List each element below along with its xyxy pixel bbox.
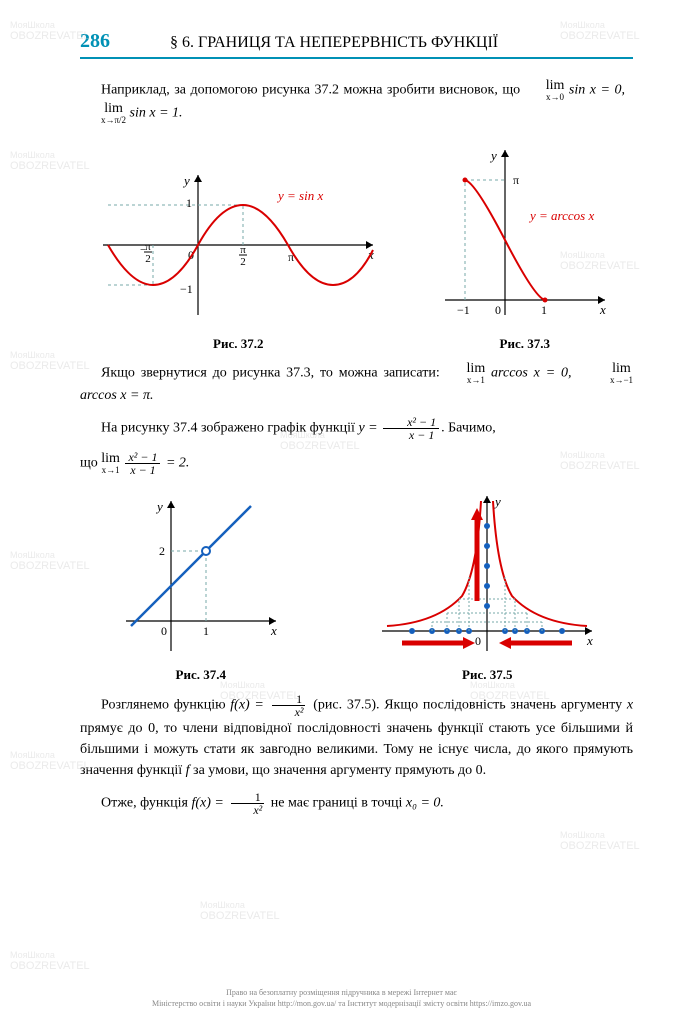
svg-text:y: y [155, 499, 163, 514]
fig-caption: Рис. 37.5 [462, 667, 512, 683]
sin-chart: x y 0 1 −1 − π 2 π [98, 160, 378, 330]
figures-row-2: x y 0 1 2 Рис. 37.4 [80, 491, 633, 683]
limit-expr: lim x→1 [101, 452, 120, 475]
svg-text:y: y [182, 173, 190, 188]
page-footer: Право на безоплатну розміщення підручник… [0, 988, 683, 1009]
svg-text:−1: −1 [180, 282, 193, 296]
limit-expr: lim x→0 [525, 79, 565, 102]
limit-expr: lim x→−1 [589, 362, 633, 385]
page-number: 286 [80, 30, 110, 53]
paragraph-5: Розглянемо функцію f(x) = 1 x² (рис. 37.… [80, 693, 633, 781]
svg-text:−1: −1 [457, 303, 470, 317]
svg-text:1: 1 [541, 303, 547, 317]
limit-expr: lim x→π/2 [80, 102, 126, 125]
fig-caption: Рис. 37.3 [500, 336, 550, 352]
svg-text:1: 1 [203, 624, 209, 638]
figure-37-4: x y 0 1 2 Рис. 37.4 [116, 491, 286, 683]
limit-expr: lim x→1 [446, 362, 486, 385]
paragraph-4: що lim x→1 x² − 1 x − 1 = 2. [80, 451, 633, 476]
fraction: x² − 1 x − 1 [125, 451, 160, 476]
svg-text:2: 2 [146, 253, 152, 265]
line-chart: x y 0 1 2 [116, 491, 286, 661]
svg-text:0: 0 [475, 634, 481, 648]
svg-text:2: 2 [241, 256, 247, 268]
fraction: 1 x² [271, 693, 307, 718]
svg-text:x: x [270, 623, 277, 638]
figure-37-5: x y 0 [377, 491, 597, 683]
svg-text:2: 2 [159, 544, 165, 558]
svg-text:x: x [599, 302, 606, 317]
figures-row-1: x y 0 1 −1 − π 2 π [80, 140, 633, 352]
page-header: 286 § 6. ГРАНИЦЯ ТА НЕПЕРЕРВНІСТЬ ФУНКЦІ… [80, 30, 633, 59]
figure-37-2: x y 0 1 −1 − π 2 π [98, 160, 378, 352]
fraction: x² − 1 x − 1 [383, 416, 439, 441]
svg-text:y = arccos x: y = arccos x [528, 208, 594, 223]
svg-text:0: 0 [161, 624, 167, 638]
paragraph-2: Якщо звернутися до рисунка 37.3, то можн… [80, 362, 633, 406]
svg-text:π: π [145, 241, 151, 253]
paragraph-3: На рисунку 37.4 зображено графік функції… [80, 416, 633, 441]
figure-37-3: x y 0 −1 1 π y = arccos x Рис. 37.3 [435, 140, 615, 352]
reciprocal-chart: x y 0 [377, 491, 597, 661]
svg-text:π: π [513, 173, 519, 187]
svg-text:π: π [240, 244, 246, 256]
svg-text:y: y [489, 148, 497, 163]
svg-text:x: x [586, 633, 593, 648]
svg-text:1: 1 [186, 196, 192, 210]
fig-caption: Рис. 37.2 [213, 336, 263, 352]
arccos-chart: x y 0 −1 1 π y = arccos x [435, 140, 615, 330]
fig-caption: Рис. 37.4 [176, 667, 226, 683]
svg-text:0: 0 [495, 303, 501, 317]
paragraph-6: Отже, функція f(x) = 1 x² не має границі… [80, 791, 633, 816]
chapter-title: § 6. ГРАНИЦЯ ТА НЕПЕРЕРВНІСТЬ ФУНКЦІЇ [170, 34, 498, 52]
fraction: 1 x² [229, 791, 265, 816]
page-container: 286 § 6. ГРАНИЦЯ ТА НЕПЕРЕРВНІСТЬ ФУНКЦІ… [0, 0, 683, 1024]
paragraph-1: Наприклад, за допомогою рисунка 37.2 мож… [80, 79, 633, 125]
svg-text:y = sin x: y = sin x [276, 188, 323, 203]
